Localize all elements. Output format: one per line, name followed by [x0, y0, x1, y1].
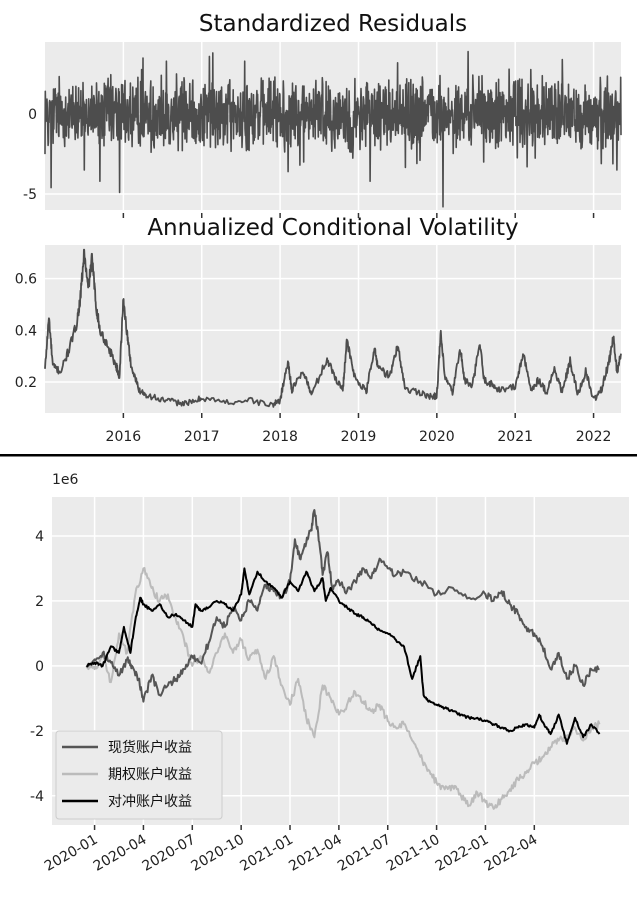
hedge-xtick-label: 2020-01	[42, 832, 101, 875]
hedge-series	[85, 509, 601, 810]
volatility-title: Annualized Conditional Volatility	[147, 215, 518, 241]
hedge-ytick-label: 4	[35, 529, 44, 545]
volatility-ytick-label: 0.2	[15, 375, 37, 391]
residuals-ytick-label: 0	[28, 107, 37, 123]
volatility-xtick-label: 2019	[341, 429, 377, 445]
hedge-x-axis: 2020-012020-042020-072020-102021-012021-…	[42, 825, 540, 875]
hedge-grid	[52, 497, 629, 825]
hedge-xtick-label: 2021-10	[384, 832, 443, 875]
hedge-xtick-label: 2020-10	[188, 832, 247, 875]
volatility-xtick-label: 2022	[576, 429, 612, 445]
volatility-xtick-label: 2018	[262, 429, 298, 445]
volatility-xtick-label: 2020	[419, 429, 455, 445]
figure-divider	[0, 454, 637, 457]
hedge-line-hedge	[86, 567, 601, 745]
residuals-title: Standardized Residuals	[199, 11, 467, 37]
volatility-plot-area	[45, 245, 621, 413]
volatility-line	[44, 248, 622, 408]
hedge-xtick-label: 2021-01	[237, 832, 296, 875]
hedge-xtick-label: 2022-04	[482, 832, 541, 875]
volatility-xtick-label: 2016	[106, 429, 142, 445]
volatility-series	[44, 248, 622, 408]
residuals-series	[44, 50, 622, 208]
residuals-ytick-label: -5	[23, 187, 37, 203]
hedge-ytick-label: 0	[35, 659, 44, 675]
volatility-x-axis: 2016 2017 2018 2019 2020 2021 2022	[106, 413, 612, 445]
hedge-ytick-label: -2	[30, 724, 44, 740]
hedge-ytick-label: -4	[30, 789, 44, 805]
hedge-xtick-label: 2020-04	[91, 832, 150, 875]
volatility-ytick-label: 0.4	[15, 323, 37, 339]
hedge-legend: 现货账户收益 期权账户收益 对冲账户收益	[55, 730, 223, 820]
volatility-ytick-label: 0.6	[15, 272, 37, 288]
legend-box	[55, 730, 223, 820]
volatility-y-axis: 0.2 0.4 0.6	[15, 272, 37, 391]
residuals-y-axis: 0 -5	[23, 107, 37, 203]
hedge-xtick-label: 2022-01	[433, 832, 492, 875]
hedge-scale-label: 1e6	[52, 472, 79, 488]
residuals-x-ticks	[122, 213, 595, 218]
hedge-xtick-label: 2021-04	[286, 832, 345, 875]
hedge-line-spot	[85, 509, 600, 703]
legend-label-option: 期权账户收益	[108, 766, 192, 783]
hedge-line-option	[85, 567, 601, 810]
volatility-grid	[45, 245, 621, 413]
residuals-line	[44, 50, 622, 208]
hedge-ytick-label: 2	[35, 594, 44, 610]
volatility-xtick-label: 2017	[184, 429, 220, 445]
legend-label-hedge: 对冲账户收益	[108, 793, 192, 810]
hedge-xtick-label: 2020-07	[140, 832, 199, 875]
hedge-xtick-label: 2021-07	[335, 832, 394, 875]
volatility-xtick-label: 2021	[497, 429, 533, 445]
hedge-y-axis: 4 2 0 -2 -4	[30, 529, 44, 805]
legend-label-spot: 现货账户收益	[108, 739, 192, 756]
